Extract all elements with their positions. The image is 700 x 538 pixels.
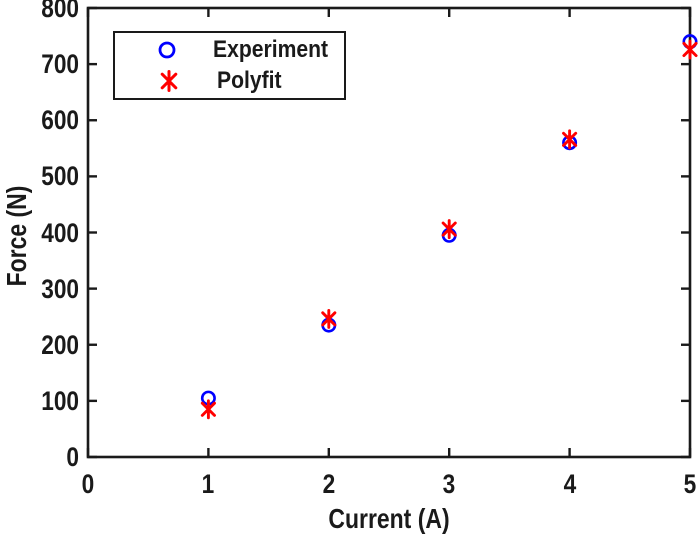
legend-label-polyfit: Polyfit — [217, 67, 282, 94]
x-tick-label: 5 — [683, 469, 697, 499]
x-tick-label: 2 — [322, 469, 336, 499]
polyfit-data-point — [441, 219, 457, 240]
y-tick-label: 100 — [41, 385, 79, 416]
x-axis-title: Current (A) — [328, 503, 450, 534]
y-tick-label: 300 — [41, 273, 79, 304]
y-tick-label: 400 — [41, 217, 79, 248]
y-tick-label: 500 — [41, 161, 79, 192]
circle-marker-glyph — [158, 41, 176, 59]
x-tick-label: 0 — [81, 469, 95, 499]
y-axis-title: Force (N) — [1, 185, 32, 287]
y-tick-label: 700 — [41, 49, 79, 80]
y-tick-label: 600 — [41, 105, 79, 136]
legend-item-polyfit: Polyfit — [115, 66, 344, 97]
circle-marker-icon — [152, 39, 182, 61]
x-tick-label: 4 — [563, 469, 576, 499]
y-tick-label: 200 — [41, 329, 79, 360]
x-tick-label: 3 — [442, 469, 456, 499]
polyfit-data-point — [200, 399, 216, 420]
asterisk-marker-glyph — [160, 70, 178, 92]
x-tick-label: 1 — [202, 469, 215, 499]
polyfit-data-point — [321, 308, 337, 329]
polyfit-data-point — [562, 129, 578, 150]
asterisk-marker-icon — [152, 70, 186, 92]
legend: Experiment Polyfit — [113, 31, 346, 100]
legend-item-experiment: Experiment — [115, 35, 344, 66]
polyfit-data-point — [682, 39, 698, 60]
y-tick-label: 800 — [41, 0, 79, 23]
legend-label-experiment: Experiment — [213, 36, 329, 63]
y-tick-label: 0 — [66, 442, 79, 472]
